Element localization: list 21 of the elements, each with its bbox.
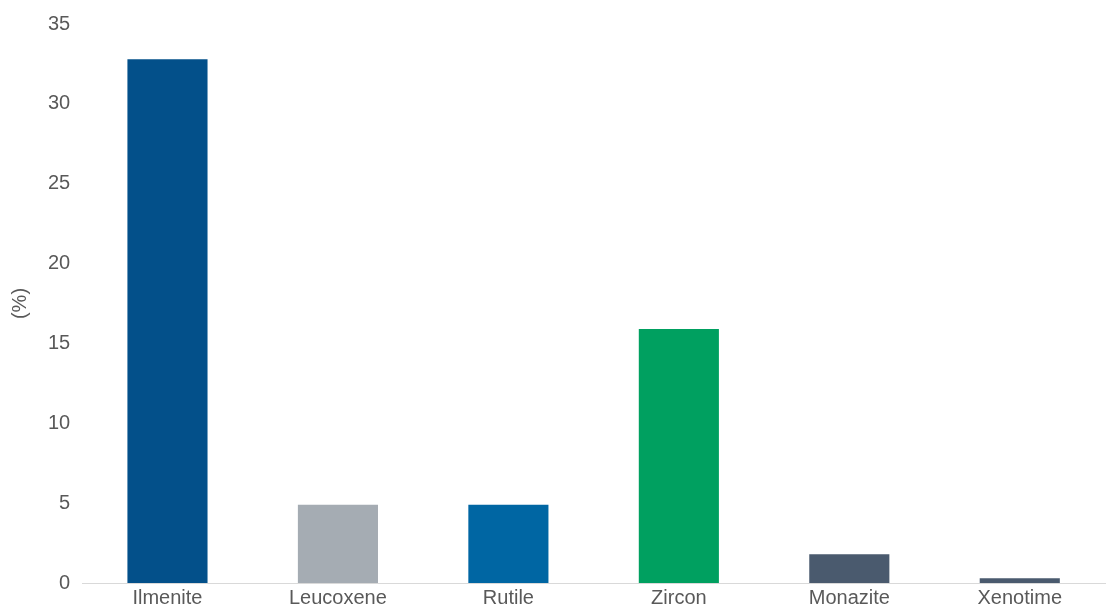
x-tick-label: Ilmenite	[132, 585, 203, 608]
x-tick-label: Xenotime	[977, 585, 1063, 608]
x-tick-label: Leucoxene	[289, 585, 387, 608]
x-tick-label: Rutile	[482, 585, 534, 608]
y-axis-title: (%)	[7, 287, 30, 320]
bar	[979, 578, 1060, 583]
y-tick-label: 20	[48, 251, 71, 274]
bar	[127, 59, 208, 583]
bar	[468, 504, 549, 583]
y-tick-label: 30	[48, 91, 71, 114]
y-tick-label: 15	[48, 330, 71, 353]
x-tick-label: Monazite	[808, 585, 890, 608]
y-tick-label: 25	[48, 171, 71, 194]
bar	[809, 554, 890, 583]
bar	[297, 504, 378, 583]
x-tick-label: Zircon	[651, 585, 707, 608]
y-tick-label: 0	[59, 570, 71, 593]
y-tick-label: 35	[48, 11, 71, 34]
y-tick-label: 5	[59, 490, 71, 513]
bar	[638, 329, 719, 583]
y-tick-label: 10	[48, 410, 71, 433]
